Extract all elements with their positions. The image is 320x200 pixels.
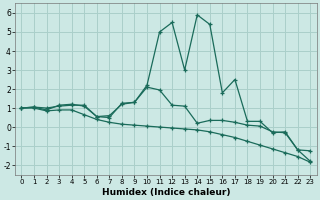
X-axis label: Humidex (Indice chaleur): Humidex (Indice chaleur) — [101, 188, 230, 197]
